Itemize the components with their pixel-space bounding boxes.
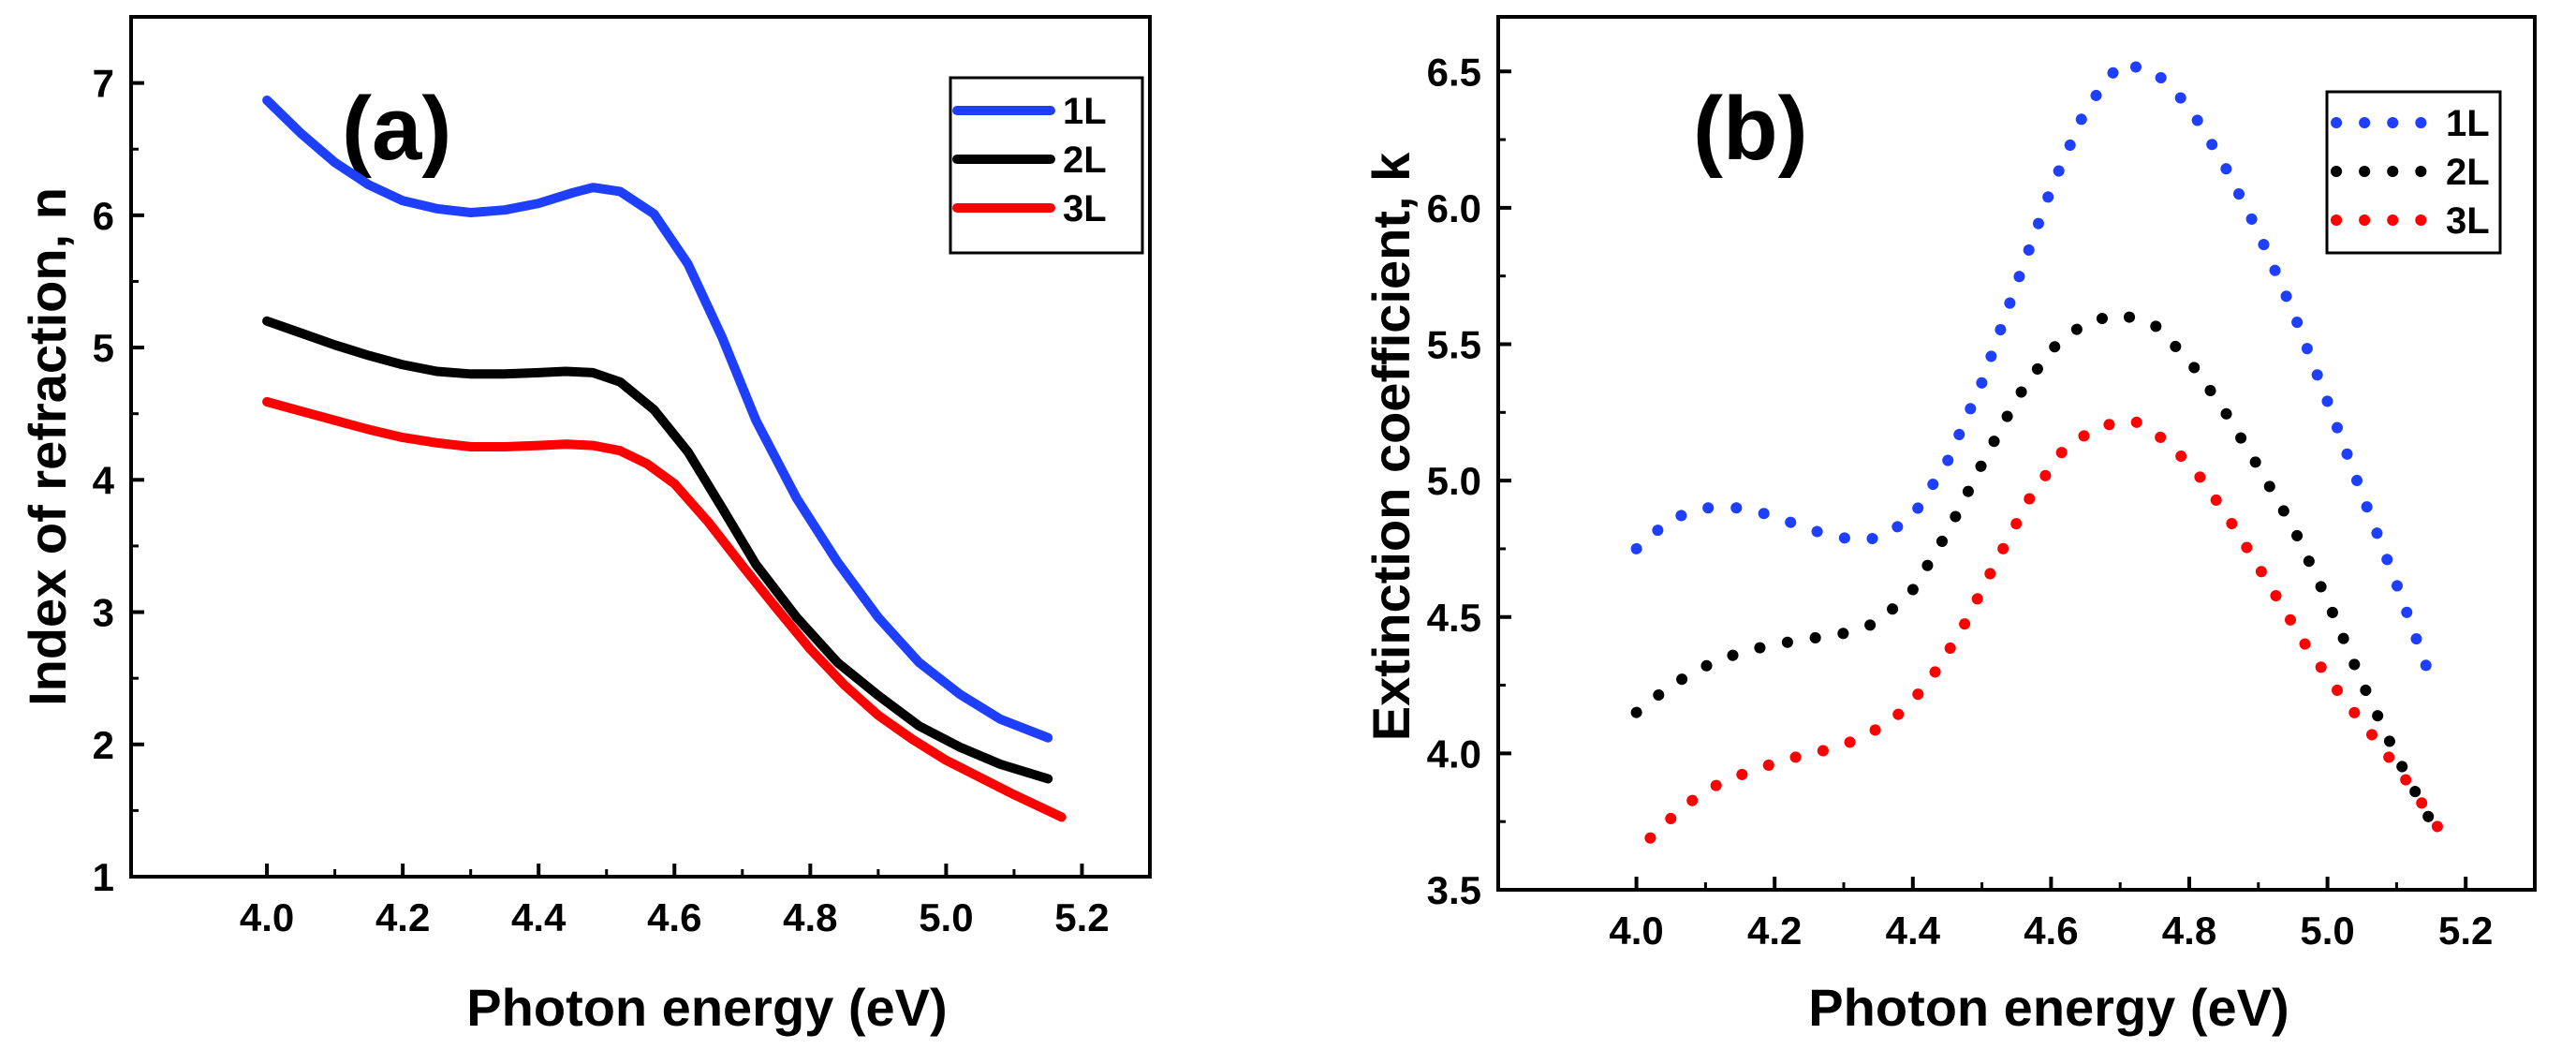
panel-a: (a) Photon energy (eV) Index of refracti… bbox=[18, 15, 1152, 1037]
panel-b-label: (b) bbox=[1693, 79, 1808, 179]
panel-a-series-1L-line bbox=[262, 96, 1053, 743]
panel-a-y-tick-label: 3 bbox=[93, 591, 114, 635]
panel-b-legend-box bbox=[2325, 90, 2502, 255]
panel-a-legend: 1L 2L 3L bbox=[949, 76, 1144, 255]
panel-a-y-axis-label: Index of refraction, n bbox=[18, 187, 77, 706]
panel-b-x-tick-label: 4.6 bbox=[2024, 909, 2078, 953]
panel-a-x-tick-label: 4.6 bbox=[647, 895, 701, 939]
panel-b-x-tick-label: 4.2 bbox=[1747, 909, 1802, 953]
panel-a-y-tick-label: 1 bbox=[93, 855, 114, 899]
panel-a-x-tick-label: 5.0 bbox=[919, 895, 973, 939]
panel-a-x-axis-label: Photon energy (eV) bbox=[466, 978, 947, 1037]
panel-b-x-tick-label: 5.0 bbox=[2300, 909, 2354, 953]
panel-a-y-tick-label: 5 bbox=[93, 326, 114, 370]
panel-b-legend: 1L 2L 3L bbox=[2325, 90, 2502, 255]
panel-b-x-tick-label: 5.2 bbox=[2438, 909, 2493, 953]
panel-a-series-2L-line bbox=[262, 316, 1053, 784]
panel-b: (b) Photon energy (eV) Extinction coeffi… bbox=[1362, 15, 2537, 1037]
panel-a-legend-label-3L: 3L bbox=[1063, 188, 1107, 229]
panel-b-x-tick-label: 4.8 bbox=[2162, 909, 2216, 953]
panel-a-legend-label-2L: 2L bbox=[1063, 140, 1107, 181]
panel-b-y-tick-label: 6.0 bbox=[1427, 186, 1481, 230]
panel-a-y-tick-label: 4 bbox=[93, 458, 115, 502]
panel-a-x-tick-label: 4.4 bbox=[511, 895, 567, 939]
panel-b-plot-frame bbox=[1496, 15, 2537, 892]
panel-a-legend-label-1L: 1L bbox=[1063, 91, 1107, 132]
panel-a-x-tick-label: 4.2 bbox=[375, 895, 430, 939]
panel-b-series-3L-line bbox=[1644, 414, 2451, 844]
panel-a-y-tick-label: 2 bbox=[93, 723, 114, 767]
panel-b-series-2L-line bbox=[1630, 308, 2444, 841]
panel-b-y-tick-label: 5.5 bbox=[1427, 323, 1481, 367]
panel-a-y-tick-label: 7 bbox=[93, 62, 114, 106]
panel-b-y-tick-label: 5.0 bbox=[1427, 459, 1481, 503]
panel-a-x-tick-label: 5.2 bbox=[1054, 895, 1109, 939]
panel-a-legend-box bbox=[949, 76, 1144, 255]
panel-b-y-tick-label: 4.0 bbox=[1427, 732, 1481, 776]
panel-b-legend-label-3L: 3L bbox=[2446, 200, 2490, 242]
panel-b-y-axis-label: Extinction coefficient, k bbox=[1362, 152, 1420, 741]
panel-a-y-tick-label: 6 bbox=[93, 194, 114, 238]
panel-b-y-tick-label: 6.5 bbox=[1427, 50, 1481, 94]
panel-b-legend-label-2L: 2L bbox=[2446, 152, 2490, 193]
panel-a-series-3L-line bbox=[262, 397, 1067, 822]
panel-a-plot-frame bbox=[129, 15, 1152, 879]
panel-b-y-tick-label: 4.5 bbox=[1427, 596, 1481, 640]
panel-b-x-tick-label: 4.4 bbox=[1886, 909, 1941, 953]
panel-b-y-tick-label: 3.5 bbox=[1427, 868, 1481, 912]
panel-b-x-axis-label: Photon energy (eV) bbox=[1808, 978, 2289, 1037]
panel-a-label: (a) bbox=[342, 79, 451, 179]
panel-a-x-tick-label: 4.8 bbox=[783, 895, 837, 939]
panel-b-x-tick-label: 4.0 bbox=[1609, 909, 1663, 953]
panel-b-legend-label-1L: 1L bbox=[2446, 103, 2490, 144]
panel-a-x-tick-label: 4.0 bbox=[240, 895, 294, 939]
